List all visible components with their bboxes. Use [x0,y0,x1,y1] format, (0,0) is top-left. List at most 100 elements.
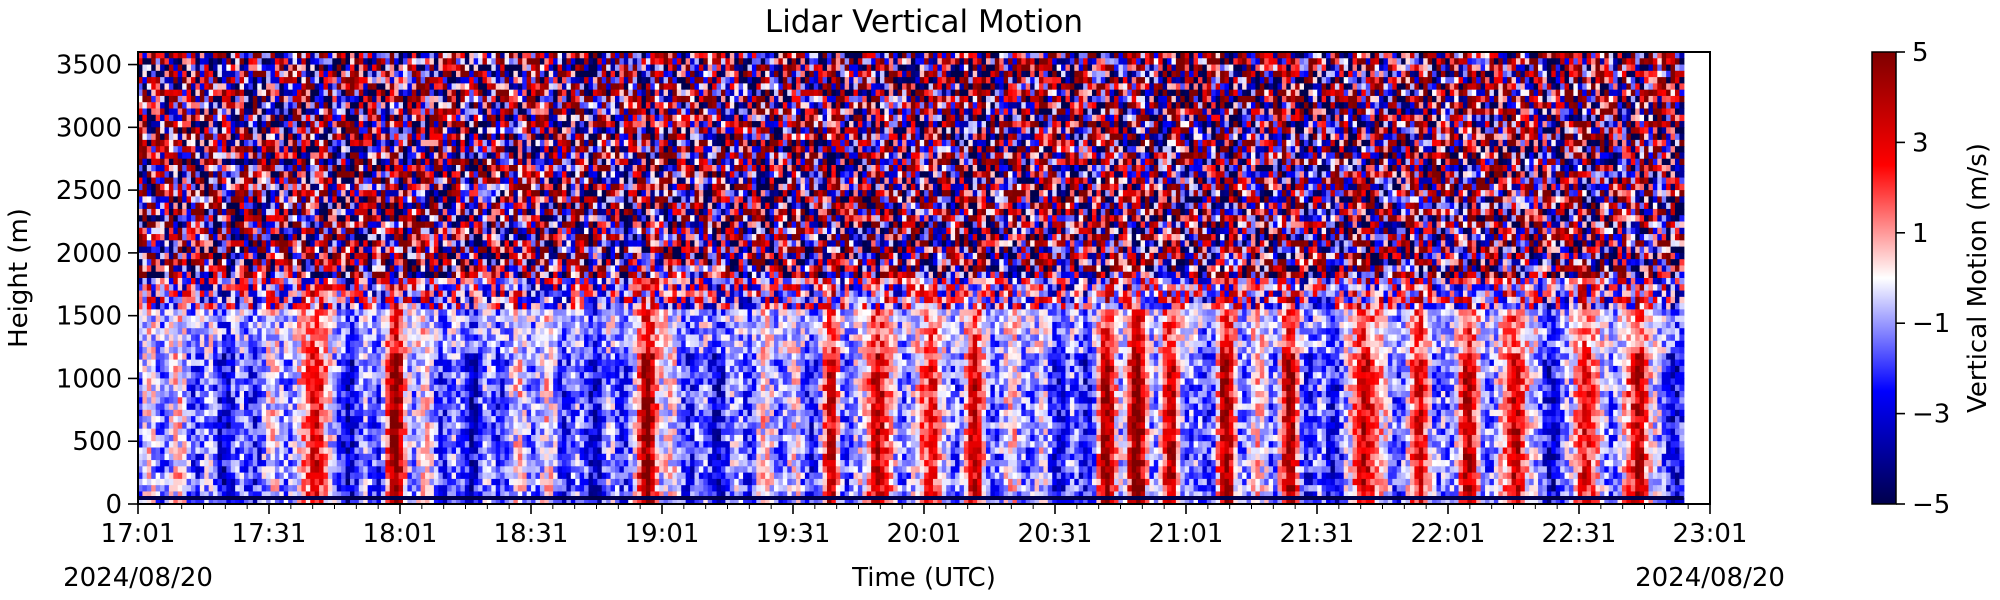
heatmap-cell [319,109,324,116]
heatmap-cell [491,140,496,147]
heatmap-cell [482,127,487,134]
heatmap-cell [279,115,284,122]
heatmap-cell [1291,71,1296,78]
heatmap-cell [204,52,209,59]
heatmap-cell [1613,121,1618,128]
heatmap-cell [1123,102,1128,109]
heatmap-cell [169,83,174,90]
heatmap-cell [1269,115,1274,122]
heatmap-cell [1640,127,1645,134]
heatmap-cell [681,52,686,59]
heatmap-cell [491,90,496,97]
heatmap-cell [1242,58,1247,65]
heatmap-cell [1004,109,1009,116]
heatmap-cell [641,121,646,128]
heatmap-cell [1666,52,1671,59]
heatmap-cell [1317,90,1322,97]
heatmap-cell [752,90,757,97]
heatmap-cell [1132,83,1137,90]
heatmap-cell [1353,121,1358,128]
heatmap-cell [456,83,461,90]
heatmap-cell [1587,109,1592,116]
heatmap-cell [699,52,704,59]
heatmap-cell [1163,71,1168,78]
heatmap-cell [544,140,549,147]
heatmap-cell [659,83,664,90]
heatmap-cell [1662,58,1667,65]
heatmap-cell [721,109,726,116]
heatmap-cell [990,71,995,78]
heatmap-cell [1679,96,1684,103]
heatmap-cell [460,65,465,72]
heatmap-cell [416,140,421,147]
heatmap-cell [257,90,262,97]
heatmap-cell [1251,65,1256,72]
heatmap-cell [1021,109,1026,116]
heatmap-cell [394,52,399,59]
heatmap-cell [933,127,938,134]
heatmap-cell [156,115,161,122]
heatmap-cell [324,134,329,141]
heatmap-cell [580,58,585,65]
heatmap-cell [399,71,404,78]
heatmap-cell [509,134,514,141]
heatmap-cell [262,71,267,78]
heatmap-cell [1167,127,1172,134]
heatmap-cell [156,121,161,128]
heatmap-cell [535,96,540,103]
heatmap-cell [1083,134,1088,141]
heatmap-cell [231,134,236,141]
heatmap-cell [1379,96,1384,103]
heatmap-cell [1335,65,1340,72]
heatmap-cell [1300,134,1305,141]
heatmap-cell [1534,109,1539,116]
heatmap-cell [1366,52,1371,59]
heatmap-cell [1163,96,1168,103]
heatmap-cell [182,102,187,109]
heatmap-cell [416,102,421,109]
heatmap-cell [1344,71,1349,78]
heatmap-cell [1657,96,1662,103]
heatmap-cell [1481,71,1486,78]
heatmap-cell [871,52,876,59]
heatmap-cell [1353,77,1358,84]
heatmap-cell [553,77,558,84]
heatmap-cell [1043,127,1048,134]
heatmap-cell [1379,58,1384,65]
heatmap-cell [1348,127,1353,134]
heatmap-cell [465,90,470,97]
heatmap-cell [1229,83,1234,90]
heatmap-cell [924,65,929,72]
heatmap-cell [306,109,311,116]
heatmap-cell [306,65,311,72]
heatmap-cell [456,71,461,78]
heatmap-cell [1247,109,1252,116]
heatmap-cell [1158,102,1163,109]
heatmap-cell [218,134,223,141]
heatmap-cell [346,109,351,116]
heatmap-cell [1079,71,1084,78]
heatmap-cell [637,102,642,109]
heatmap-cell [279,127,284,134]
heatmap-cell [1675,134,1680,141]
heatmap-cell [1445,77,1450,84]
heatmap-cell [487,58,492,65]
heatmap-cell [1401,65,1406,72]
heatmap-cell [527,71,532,78]
heatmap-cell [584,102,589,109]
heatmap-cell [297,140,302,147]
heatmap-cell [1295,65,1300,72]
heatmap-cell [858,115,863,122]
heatmap-cell [1463,127,1468,134]
heatmap-cell [924,77,929,84]
heatmap-cell [995,127,1000,134]
heatmap-cell [200,115,205,122]
heatmap-cell [1308,115,1313,122]
heatmap-cell [1300,127,1305,134]
heatmap-cell [747,127,752,134]
heatmap-cell [1211,77,1216,84]
heatmap-cell [792,102,797,109]
heatmap-cell [915,127,920,134]
heatmap-cell [1141,77,1146,84]
heatmap-cell [165,65,170,72]
